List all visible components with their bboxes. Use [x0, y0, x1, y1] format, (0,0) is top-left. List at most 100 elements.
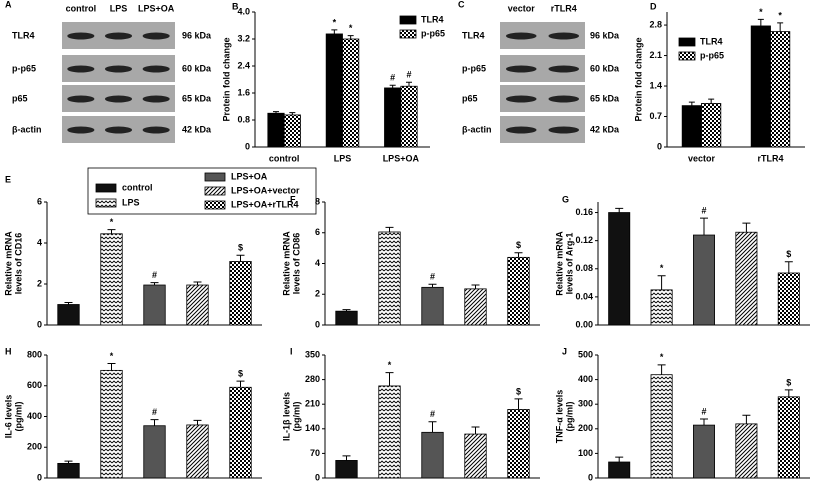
legend-swatch — [399, 29, 417, 39]
error-bar — [700, 418, 708, 426]
error-bar — [193, 281, 202, 286]
size-label: 65 kDa — [590, 93, 620, 103]
annotation: * — [349, 23, 353, 33]
bar — [335, 310, 358, 326]
error-bar — [777, 22, 784, 32]
protein-label: β-actin — [462, 124, 492, 134]
y-tick-label: 6 — [315, 227, 320, 237]
annotation: $ — [786, 249, 791, 259]
error-bar — [615, 207, 624, 213]
bar — [229, 261, 252, 326]
size-label: 42 kDa — [182, 124, 212, 134]
annotation: * — [110, 351, 114, 361]
annotation: * — [333, 17, 337, 27]
legend-swatch — [95, 183, 117, 193]
y-axis-label: levels of CD86 — [291, 233, 301, 295]
blot-band — [104, 95, 133, 103]
y-tick-label: 1.4 — [649, 80, 662, 90]
bar — [750, 25, 771, 148]
error-bar — [236, 254, 245, 262]
annotation: * — [660, 263, 664, 273]
legend-box — [87, 167, 317, 215]
error-bar — [657, 275, 666, 290]
error-bar — [657, 364, 666, 375]
y-tick-label: 2 — [315, 289, 320, 299]
y-tick-label: 0 — [315, 472, 320, 482]
bar — [100, 369, 123, 479]
legend-label: TLR4 — [700, 36, 723, 46]
y-tick-label: 200 — [27, 442, 42, 452]
size-label: 60 kDa — [590, 63, 620, 73]
blot-band — [548, 126, 580, 134]
legend-swatch — [678, 37, 696, 47]
bar — [770, 31, 791, 148]
y-tick-label: 0.8 — [237, 114, 250, 124]
blot-band — [548, 32, 580, 40]
error-bar — [514, 252, 523, 258]
bar — [681, 105, 702, 148]
annotation: * — [759, 7, 763, 17]
legend-swatch — [95, 198, 117, 208]
legend-swatch — [204, 186, 226, 196]
y-axis-label: levels of CD16 — [13, 233, 23, 295]
y-axis-label: IL-6 levels — [3, 395, 13, 439]
x-tick-label: rTLR4 — [757, 153, 783, 163]
lane-label: LPS+OA — [138, 3, 175, 13]
y-tick-label: 0.00 — [575, 319, 593, 329]
bar — [650, 289, 673, 326]
size-label: 42 kDa — [590, 124, 620, 134]
blot-band — [142, 126, 170, 134]
panel-letter: H — [5, 346, 12, 356]
bar — [693, 234, 716, 326]
error-bar — [289, 112, 296, 115]
y-axis-label: IL-1β levels — [281, 392, 291, 441]
bar — [777, 396, 800, 479]
y-axis-label: (pg/ml) — [291, 402, 301, 432]
y-axis-label: levels of Arg-1 — [564, 233, 574, 295]
error-bar — [273, 111, 279, 114]
bar — [701, 103, 722, 148]
x-tick-label: LPS+OA — [383, 153, 420, 163]
bar — [186, 424, 209, 479]
error-bar — [385, 372, 394, 386]
error-bar — [708, 98, 715, 104]
size-label: 65 kDa — [182, 93, 212, 103]
bar — [384, 87, 402, 148]
annotation: # — [430, 409, 435, 419]
annotation: * — [388, 360, 392, 370]
y-tick-label: 350 — [305, 349, 320, 359]
bar — [342, 38, 360, 148]
y-tick-label: 0.12 — [575, 235, 593, 245]
legend-label: p-p65 — [421, 28, 445, 38]
error-bar — [342, 455, 351, 461]
annotation: # — [152, 270, 157, 280]
bar — [57, 304, 80, 326]
bar — [57, 462, 80, 479]
y-axis-label: Relative mRNA — [554, 231, 564, 296]
panel-letter: E — [5, 174, 11, 184]
y-tick-label: 200 — [578, 423, 593, 433]
bar — [400, 85, 418, 148]
error-bar — [150, 282, 159, 286]
bar — [735, 231, 758, 326]
bar — [267, 112, 285, 148]
annotation: $ — [516, 240, 521, 250]
blot-band — [67, 32, 95, 40]
y-tick-label: 1.6 — [237, 87, 250, 97]
y-tick-label: 0 — [37, 472, 42, 482]
x-tick-label: control — [269, 153, 300, 163]
bar — [283, 114, 301, 148]
lane-label: vector — [508, 3, 536, 13]
error-bar — [331, 29, 338, 34]
y-tick-label: 300 — [578, 399, 593, 409]
legend-label: LPS — [122, 197, 140, 207]
annotation: # — [406, 70, 411, 80]
size-label: 96 kDa — [182, 30, 212, 40]
y-tick-label: 0.04 — [575, 291, 593, 301]
bar — [229, 386, 252, 479]
error-bar — [107, 229, 116, 234]
blot-band — [67, 126, 95, 134]
y-tick-label: 0.7 — [649, 111, 662, 121]
blot-band — [548, 95, 580, 103]
